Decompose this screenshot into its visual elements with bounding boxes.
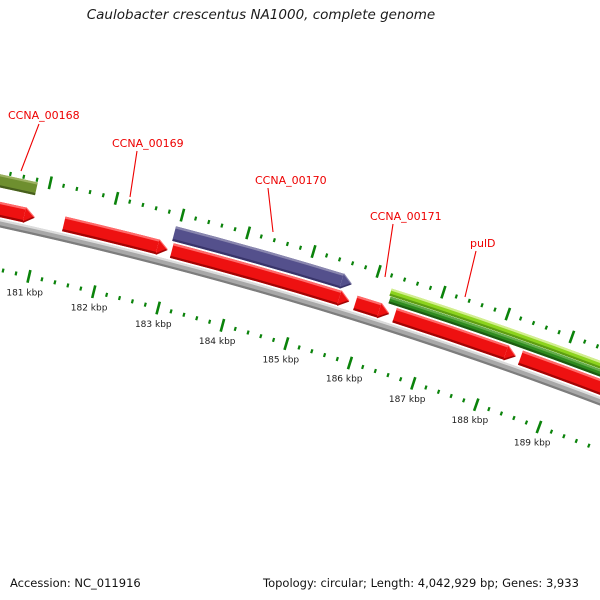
leader-line-CCNA_00169 (129, 150, 138, 198)
gene-arrow-red-4 (169, 243, 350, 306)
ruler-label-189kbp: 189 kbp (514, 438, 551, 448)
gene-arrow-CCNA_00169 (62, 216, 168, 255)
gene-arrow-CCNA_00170 (172, 226, 352, 289)
accession-text: Accession: NC_011916 (10, 576, 141, 590)
gene-arrow-CCNA_00168 (0, 174, 38, 196)
gene-arrow-red-9 (517, 350, 600, 395)
genome-stats-text: Topology: circular; Length: 4,042,929 bp… (263, 576, 579, 590)
ruler-label-184kbp: 184 kbp (199, 337, 236, 347)
ruler-label-187kbp: 187 kbp (389, 395, 426, 405)
gene-arrow-forest-7 (388, 296, 600, 377)
gene-arrow-red-1 (0, 201, 35, 223)
leader-line-CCNA_00170 (267, 187, 274, 233)
gene-arrow-pulD (389, 288, 600, 369)
ruler-label-186kbp: 186 kbp (326, 375, 363, 385)
ruler-label-185kbp: 185 kbp (262, 355, 299, 365)
ruler-label-182kbp: 182 kbp (71, 304, 108, 314)
gene-label-CCNA_00171: CCNA_00171 (370, 210, 442, 223)
ruler-label-181kbp: 181 kbp (6, 288, 43, 298)
ruler-ticks-lower (1, 268, 591, 448)
ruler-labels: 181 kbp 182 kbp 183 kbp 184 kbp 185 kbp 186 k… (6, 288, 550, 448)
gene-label-pulD: pulD (470, 237, 495, 250)
leader-line-pulD (464, 250, 477, 298)
figure-title: Caulobacter crescentus NA1000, complete … (86, 7, 436, 23)
ruler-label-183kbp: 183 kbp (135, 320, 172, 330)
leader-line-CCNA_00168 (20, 123, 40, 172)
gene-annotations: CCNA_00168 CCNA_00169 CCNA_00170 CCNA_00171… (8, 109, 495, 298)
gene-label-CCNA_00169: CCNA_00169 (112, 137, 184, 150)
genome-backbone (0, 219, 600, 406)
gene-arrow-red-8 (392, 308, 516, 361)
ruler-ticks-upper (8, 171, 600, 349)
leader-line-CCNA_00171 (384, 223, 394, 278)
ruler-label-188kbp: 188 kbp (452, 416, 489, 426)
gene-label-CCNA_00170: CCNA_00170 (255, 174, 327, 187)
gene-label-CCNA_00168: CCNA_00168 (8, 109, 80, 122)
gene-arrow-CCNA_00171 (353, 295, 390, 319)
